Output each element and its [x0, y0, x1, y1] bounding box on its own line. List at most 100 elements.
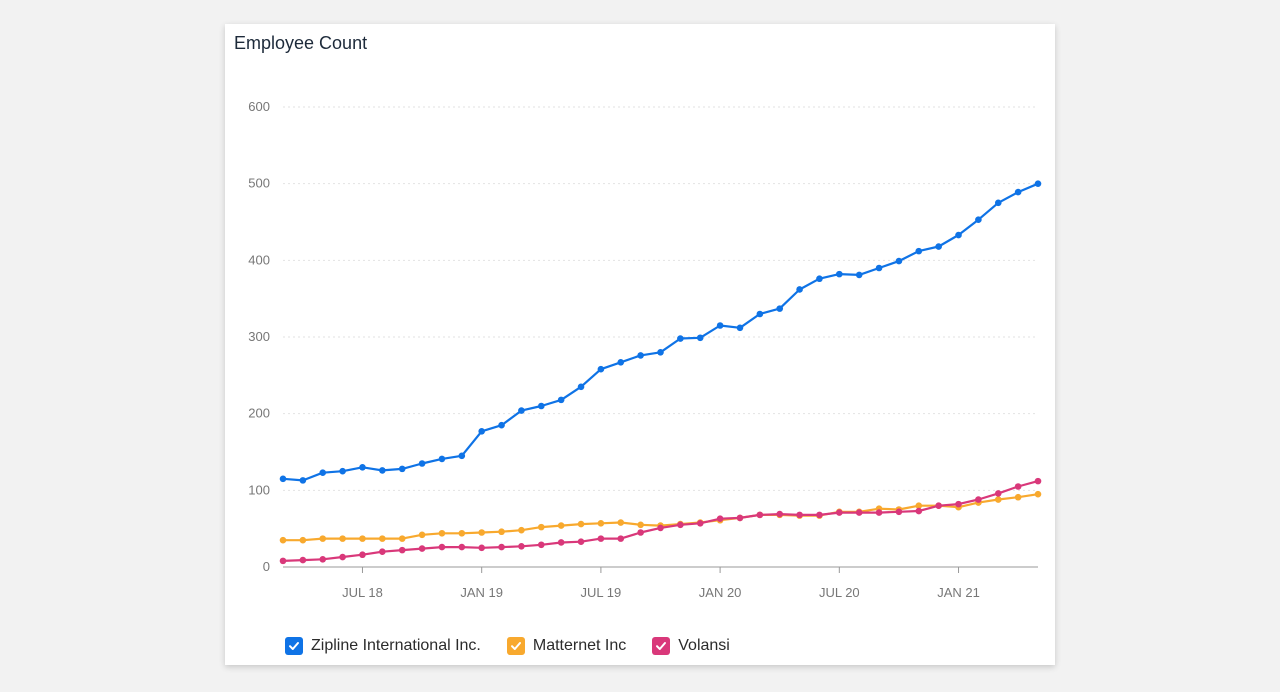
data-point-volansi [339, 553, 346, 561]
data-point-zipline [756, 310, 764, 318]
data-point-zipline [637, 352, 644, 359]
data-point-volansi [716, 515, 724, 522]
x-tick-label: JUL 19 [581, 585, 622, 600]
series-line-zipline [282, 182, 1039, 482]
data-point-volansi [557, 539, 565, 546]
data-point-volansi [418, 545, 426, 552]
data-point-volansi [299, 556, 307, 564]
chart-title: Employee Count [234, 33, 368, 53]
line-chart: 0 100 200 300 400 500 600 JUL 18 JAN 19 JUL 19 JAN… [248, 99, 1042, 600]
data-point-matternet [557, 522, 565, 529]
data-point-zipline [816, 275, 823, 283]
data-point-zipline [776, 305, 784, 312]
data-point-zipline [418, 460, 426, 467]
data-point-zipline [617, 359, 625, 366]
data-point-volansi [537, 541, 545, 549]
data-point-volansi [359, 551, 366, 559]
data-point-matternet [617, 519, 625, 526]
data-point-matternet [537, 523, 545, 531]
legend-checkbox-volansi[interactable] [652, 637, 671, 655]
series-line-matternet [283, 493, 1039, 542]
data-point-volansi [696, 520, 704, 527]
data-point-zipline [379, 467, 386, 474]
data-point-volansi [637, 529, 644, 536]
data-point-zipline [498, 421, 505, 429]
data-point-zipline [955, 231, 962, 239]
legend-item-zipline[interactable]: Zipline International Inc. [285, 637, 481, 655]
data-point-volansi [935, 502, 942, 509]
data-point-zipline [935, 243, 942, 250]
data-point-volansi [736, 514, 744, 522]
data-point-zipline [696, 334, 704, 342]
data-point-volansi [836, 509, 843, 516]
data-point-zipline [875, 264, 883, 272]
data-point-zipline [736, 324, 744, 332]
data-point-zipline [359, 464, 366, 471]
data-point-zipline [657, 349, 664, 356]
data-point-volansi [577, 538, 585, 545]
data-point-matternet [418, 531, 426, 539]
data-point-zipline [895, 257, 903, 265]
data-point-zipline [836, 270, 843, 278]
y-tick-label: 600 [248, 99, 270, 114]
data-point-volansi [478, 544, 485, 552]
check-icon [510, 642, 521, 650]
data-point-zipline [855, 271, 863, 279]
data-point-volansi [677, 521, 684, 529]
data-point-zipline [994, 199, 1002, 207]
data-point-volansi [855, 509, 863, 516]
legend-checkbox-matternet[interactable] [506, 637, 525, 655]
data-point-matternet [478, 529, 485, 536]
data-point-matternet [359, 535, 366, 542]
data-point-matternet [299, 536, 307, 544]
series-line-volansi [282, 480, 1039, 562]
data-point-matternet [339, 535, 346, 542]
data-point-volansi [915, 507, 923, 515]
data-point-matternet [279, 536, 287, 544]
data-point-matternet [438, 529, 446, 537]
data-point-zipline [339, 467, 346, 475]
data-point-zipline [279, 475, 287, 483]
legend-checkbox-zipline[interactable] [285, 637, 303, 655]
data-point-zipline [577, 383, 585, 391]
data-point-zipline [915, 247, 923, 255]
x-tick-label: JAN 20 [699, 585, 742, 600]
y-tick-label: 100 [248, 482, 270, 497]
data-point-zipline [1034, 180, 1042, 187]
data-point-matternet [379, 535, 386, 542]
data-point-volansi [617, 535, 625, 542]
data-point-matternet [994, 496, 1002, 503]
x-tick-label: JAN 19 [460, 585, 503, 600]
data-point-volansi [756, 511, 764, 519]
data-point-zipline [518, 407, 525, 414]
data-point-volansi [438, 543, 446, 551]
data-point-matternet [637, 521, 644, 529]
data-point-volansi [796, 511, 803, 519]
data-point-volansi [518, 543, 525, 550]
data-point-zipline [458, 452, 466, 460]
data-point-zipline [398, 465, 406, 473]
y-tick-label: 200 [248, 406, 270, 421]
data-point-zipline [975, 216, 982, 223]
data-point-matternet [458, 529, 466, 537]
data-point-zipline [716, 322, 724, 329]
legend-item-matternet[interactable]: Matternet Inc [506, 637, 626, 655]
data-point-volansi [458, 543, 466, 551]
data-point-volansi [776, 510, 784, 518]
x-tick-label: JUL 18 [342, 585, 383, 600]
data-point-volansi [816, 511, 823, 519]
legend-item-volansi[interactable]: Volansi [652, 637, 730, 655]
legend-label-volansi: Volansi [678, 637, 730, 654]
data-point-matternet [597, 520, 605, 527]
data-point-volansi [279, 557, 287, 565]
data-point-zipline [319, 469, 327, 477]
data-point-volansi [994, 490, 1002, 497]
data-point-volansi [657, 524, 664, 532]
data-point-volansi [955, 500, 962, 508]
data-point-zipline [478, 428, 485, 435]
data-point-volansi [597, 535, 605, 542]
data-point-zipline [438, 455, 446, 463]
data-point-zipline [677, 335, 684, 342]
data-point-zipline [796, 286, 803, 293]
y-tick-label: 300 [248, 329, 270, 344]
